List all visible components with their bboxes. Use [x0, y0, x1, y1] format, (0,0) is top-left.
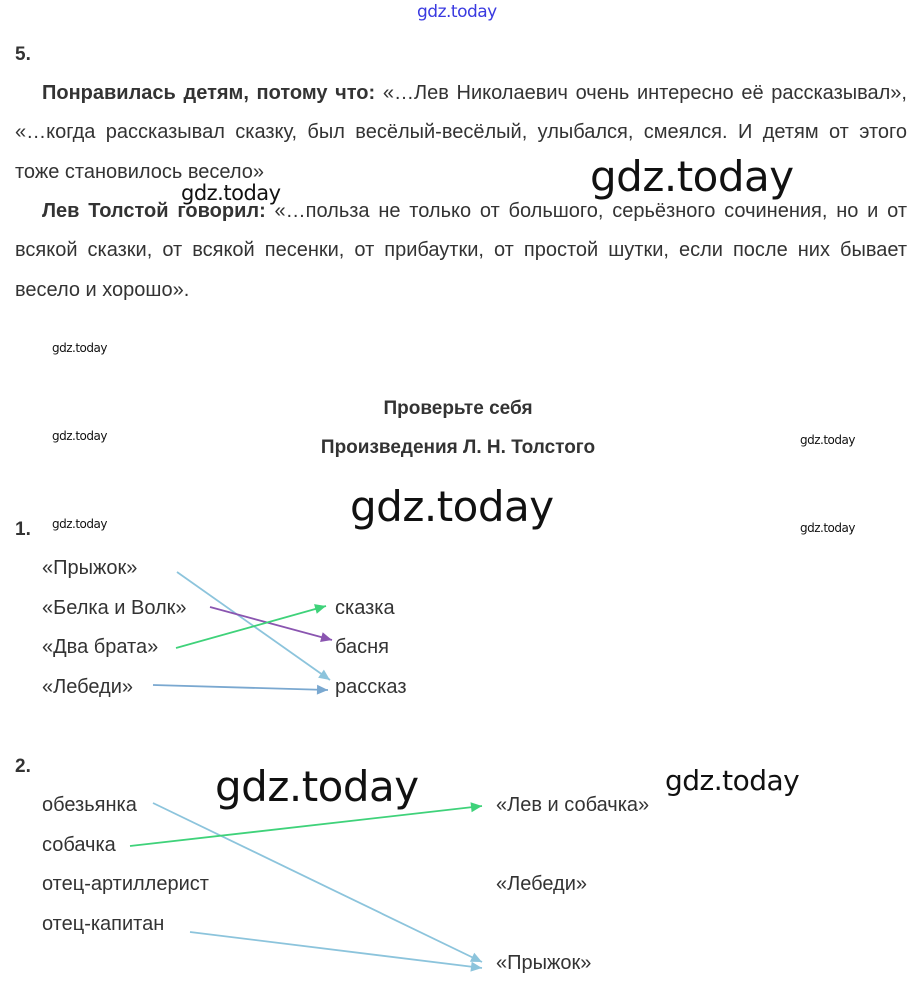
- watermark: gdz.today: [52, 517, 107, 531]
- right-item: басня: [335, 636, 389, 658]
- match-arrow: [175, 605, 327, 649]
- paragraph-1-lead: Понравилась детям, потому что:: [42, 82, 376, 104]
- watermark: gdz.today: [215, 762, 419, 811]
- right-item: рассказ: [335, 676, 407, 698]
- watermark: gdz.today: [590, 152, 794, 201]
- match-arrow: [129, 805, 483, 847]
- watermark: gdz.today: [52, 341, 107, 355]
- paragraph-2-lead: Лев Толстой говорил:: [42, 200, 266, 222]
- paragraph-2-text: «…польза не только от большого, серьёзно…: [15, 200, 907, 301]
- watermark: gdz.today: [800, 433, 855, 447]
- watermark: gdz.today: [665, 764, 800, 797]
- arrowhead-icon: [470, 802, 482, 813]
- left-item: отец-капитан: [42, 913, 165, 935]
- watermark: gdz.today: [800, 521, 855, 535]
- right-item: «Прыжок»: [496, 952, 592, 974]
- watermark: gdz.today: [181, 181, 281, 205]
- watermark: gdz.today: [52, 429, 107, 443]
- arrowhead-icon: [320, 632, 332, 642]
- left-item: «Прыжок»: [42, 557, 138, 579]
- right-item: сказка: [335, 597, 395, 619]
- task-number: 1.: [15, 519, 31, 540]
- arrowhead-icon: [316, 684, 328, 695]
- task-number: 2.: [15, 756, 31, 777]
- section-title: Проверьте себя: [383, 398, 533, 419]
- section-subtitle: Произведения Л. Н. Толстого: [320, 437, 596, 458]
- right-item: «Лев и собачка»: [496, 794, 650, 816]
- left-item: «Лебеди»: [42, 676, 134, 698]
- left-item: «Белка и Волк»: [42, 597, 187, 619]
- right-item: «Лебеди»: [496, 873, 588, 895]
- match-arrow: [189, 931, 483, 969]
- left-item: отец-артиллерист: [42, 873, 209, 895]
- watermark: gdz.today: [417, 2, 497, 22]
- arrowhead-icon: [470, 961, 482, 972]
- arrowhead-icon: [318, 669, 330, 680]
- arrowhead-icon: [469, 952, 482, 962]
- paragraph-2: Лев Толстой говорил: «…польза не только …: [15, 192, 907, 310]
- arrowhead-icon: [314, 604, 326, 614]
- left-item: собачка: [42, 834, 116, 856]
- left-item: обезьянка: [42, 794, 137, 816]
- paragraph-1: Понравилась детям, потому что: «…Лев Ник…: [15, 74, 907, 192]
- task-number: 5.: [15, 44, 31, 65]
- match-arrow: [152, 802, 483, 963]
- match-arrow: [152, 684, 329, 691]
- left-item: «Два брата»: [42, 636, 159, 658]
- match-arrow: [209, 606, 333, 641]
- paragraph-1-text: «…Лев Николаевич очень интересно её расс…: [15, 82, 907, 183]
- watermark: gdz.today: [350, 482, 554, 531]
